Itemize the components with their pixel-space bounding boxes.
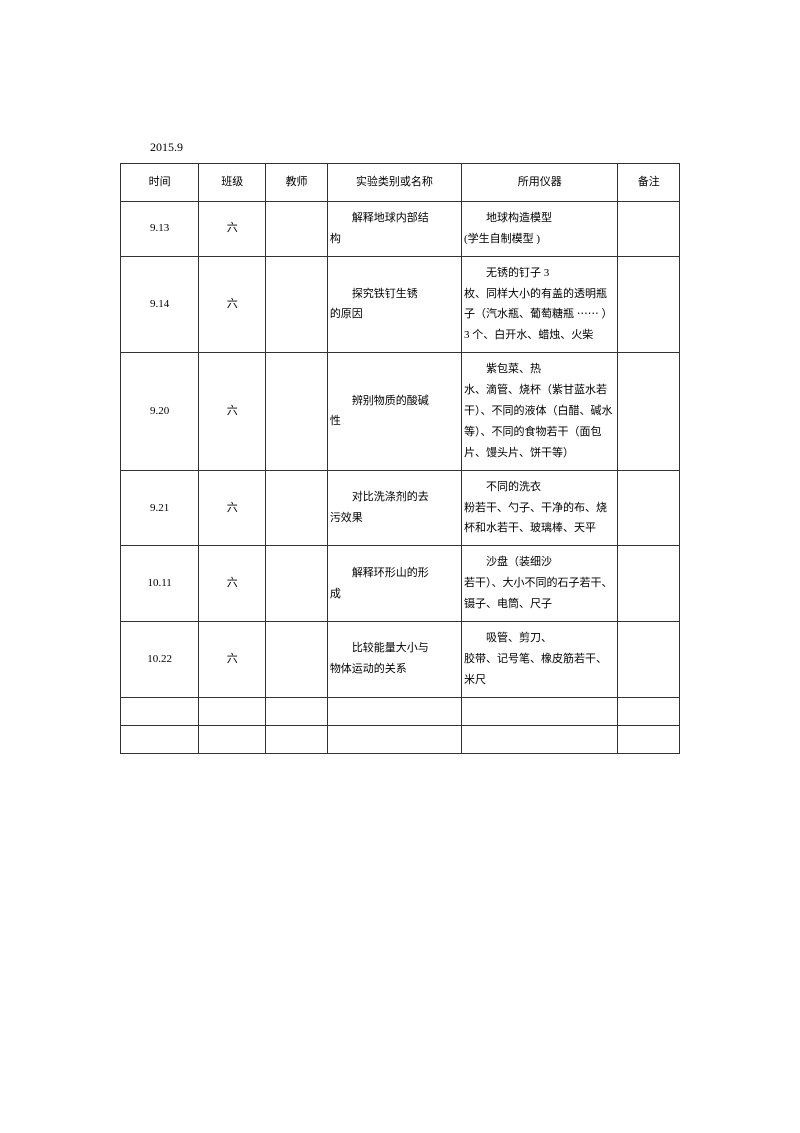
cell-equipment: 无锈的钉子 3枚、同样大小的有盖的透明瓶子（汽水瓶、葡萄糖瓶 ⋯⋯ ）3 个、白… [461, 256, 618, 353]
cell-empty [121, 697, 199, 725]
header-note: 备注 [618, 164, 680, 202]
cell-equipment: 不同的洗衣粉若干、勺子、干净的布、烧杯和水若干、玻璃棒、天平 [461, 470, 618, 546]
cell-class: 六 [199, 256, 266, 353]
cell-class: 六 [199, 353, 266, 470]
cell-empty [618, 725, 680, 753]
cell-teacher [266, 256, 327, 353]
table-body: 9.13 六 解释地球内部结构 地球构造模型(学生自制模型 ) 9.14 六 探… [121, 201, 680, 753]
cell-note [618, 470, 680, 546]
experiment-table: 时间 班级 教师 实验类别或名称 所用仪器 备注 9.13 六 解释地球内部结构… [120, 163, 680, 754]
cell-empty [266, 697, 327, 725]
cell-equipment: 吸管、剪刀、胶带、记号笔、橡皮筋若干、米尺 [461, 622, 618, 698]
cell-empty [618, 697, 680, 725]
table-row: 9.20 六 辨别物质的酸碱性 紫包菜、热水、滴管、烧杯（紫甘蓝水若干）、不同的… [121, 353, 680, 470]
cell-equipment: 紫包菜、热水、滴管、烧杯（紫甘蓝水若干）、不同的液体（白醋、碱水等）、不同的食物… [461, 353, 618, 470]
cell-time: 9.14 [121, 256, 199, 353]
cell-class: 六 [199, 470, 266, 546]
cell-equipment: 地球构造模型(学生自制模型 ) [461, 201, 618, 256]
table-row: 9.21 六 对比洗涤剂的去污效果 不同的洗衣粉若干、勺子、干净的布、烧杯和水若… [121, 470, 680, 546]
cell-note [618, 256, 680, 353]
cell-empty [461, 725, 618, 753]
table-row: 10.11 六 解释环形山的形成 沙盘（装细沙若干）、大小不同的石子若干、镊子、… [121, 546, 680, 622]
cell-experiment: 对比洗涤剂的去污效果 [327, 470, 461, 546]
cell-empty [327, 697, 461, 725]
cell-empty [199, 725, 266, 753]
table-row: 9.14 六 探究铁钉生锈的原因 无锈的钉子 3枚、同样大小的有盖的透明瓶子（汽… [121, 256, 680, 353]
cell-teacher [266, 353, 327, 470]
table-row-empty [121, 725, 680, 753]
table-row: 9.13 六 解释地球内部结构 地球构造模型(学生自制模型 ) [121, 201, 680, 256]
cell-time: 9.13 [121, 201, 199, 256]
header-class: 班级 [199, 164, 266, 202]
header-equipment: 所用仪器 [461, 164, 618, 202]
cell-empty [121, 725, 199, 753]
cell-empty [199, 697, 266, 725]
cell-empty [327, 725, 461, 753]
table-row: 10.22 六 比较能量大小与物体运动的关系 吸管、剪刀、胶带、记号笔、橡皮筋若… [121, 622, 680, 698]
cell-experiment: 探究铁钉生锈的原因 [327, 256, 461, 353]
cell-note [618, 353, 680, 470]
cell-teacher [266, 201, 327, 256]
cell-class: 六 [199, 622, 266, 698]
cell-experiment: 比较能量大小与物体运动的关系 [327, 622, 461, 698]
header-time: 时间 [121, 164, 199, 202]
cell-class: 六 [199, 546, 266, 622]
date-label: 2015.9 [150, 140, 680, 155]
cell-experiment: 辨别物质的酸碱性 [327, 353, 461, 470]
cell-experiment: 解释环形山的形成 [327, 546, 461, 622]
cell-time: 10.22 [121, 622, 199, 698]
cell-teacher [266, 470, 327, 546]
table-header-row: 时间 班级 教师 实验类别或名称 所用仪器 备注 [121, 164, 680, 202]
cell-empty [266, 725, 327, 753]
cell-note [618, 546, 680, 622]
cell-class: 六 [199, 201, 266, 256]
cell-time: 10.11 [121, 546, 199, 622]
cell-time: 9.20 [121, 353, 199, 470]
cell-teacher [266, 546, 327, 622]
cell-empty [461, 697, 618, 725]
cell-experiment: 解释地球内部结构 [327, 201, 461, 256]
header-teacher: 教师 [266, 164, 327, 202]
cell-teacher [266, 622, 327, 698]
table-row-empty [121, 697, 680, 725]
header-experiment: 实验类别或名称 [327, 164, 461, 202]
cell-time: 9.21 [121, 470, 199, 546]
cell-equipment: 沙盘（装细沙若干）、大小不同的石子若干、镊子、电筒、尺子 [461, 546, 618, 622]
cell-note [618, 622, 680, 698]
cell-note [618, 201, 680, 256]
